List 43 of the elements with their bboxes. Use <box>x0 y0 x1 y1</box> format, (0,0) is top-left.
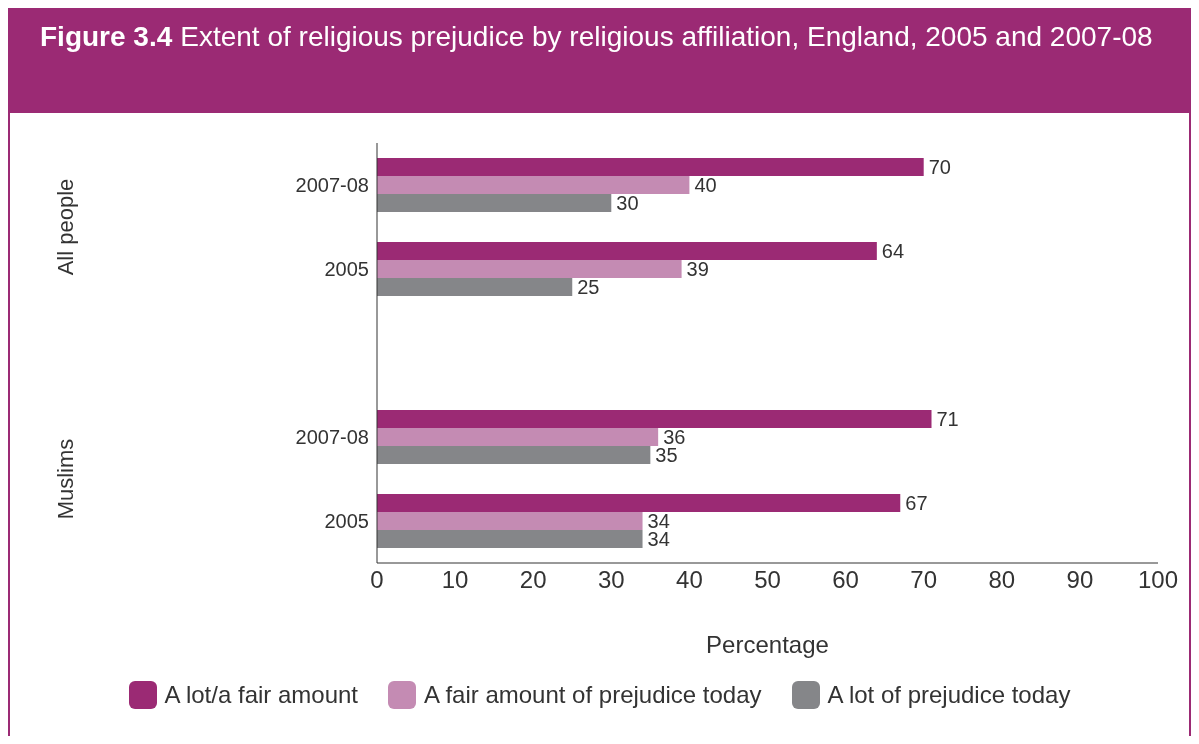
data-label: 71 <box>936 408 959 431</box>
y-tick-label: 2005 <box>324 510 369 533</box>
x-tick-label: 80 <box>988 566 1016 594</box>
bar <box>377 512 643 531</box>
x-axis-title: Percentage <box>706 631 829 658</box>
data-label: 25 <box>577 276 600 299</box>
bar <box>377 242 877 261</box>
x-tick-label: 100 <box>1137 566 1179 594</box>
bar <box>377 278 573 297</box>
data-label: 40 <box>694 174 717 197</box>
bar <box>377 176 690 195</box>
bar <box>377 158 924 177</box>
bar <box>377 446 651 465</box>
bar <box>377 410 932 429</box>
text: Muslims <box>53 438 79 520</box>
bar <box>377 530 643 549</box>
x-tick-label: 90 <box>1066 566 1094 594</box>
data-label: 30 <box>616 192 639 215</box>
bar <box>377 194 612 213</box>
x-tick-label: 40 <box>676 566 703 594</box>
bar <box>377 494 901 513</box>
text: Figure 3.4 <box>40 21 173 52</box>
data-label: 67 <box>905 492 928 515</box>
x-tick-label: 20 <box>519 566 547 594</box>
legend-label: A lot/a fair amount <box>164 681 359 709</box>
x-tick-label: 50 <box>754 566 781 594</box>
data-label: 64 <box>881 240 905 263</box>
chart-subtitle: Extent of religious prejudice by religious affiliation, England, 2005 and 2007-08 <box>180 21 1153 52</box>
x-tick-label: 70 <box>910 566 938 594</box>
bar <box>377 260 682 279</box>
text: All people <box>53 178 79 276</box>
x-tick-label: 60 <box>832 566 859 594</box>
x-tick-label: 10 <box>441 566 469 594</box>
legend-label: A lot of prejudice today <box>827 681 1071 709</box>
data-label: 39 <box>686 258 709 281</box>
x-tick-label: 30 <box>597 566 625 594</box>
y-tick-label: 2005 <box>324 258 369 281</box>
y-tick-label: 2007-08 <box>295 174 369 197</box>
legend-label: A fair amount of prejudice today <box>424 681 762 709</box>
x-tick-label: 0 <box>370 566 384 594</box>
bar <box>377 428 659 447</box>
data-label: 70 <box>928 156 951 179</box>
y-tick-label: 2007-08 <box>295 426 369 449</box>
